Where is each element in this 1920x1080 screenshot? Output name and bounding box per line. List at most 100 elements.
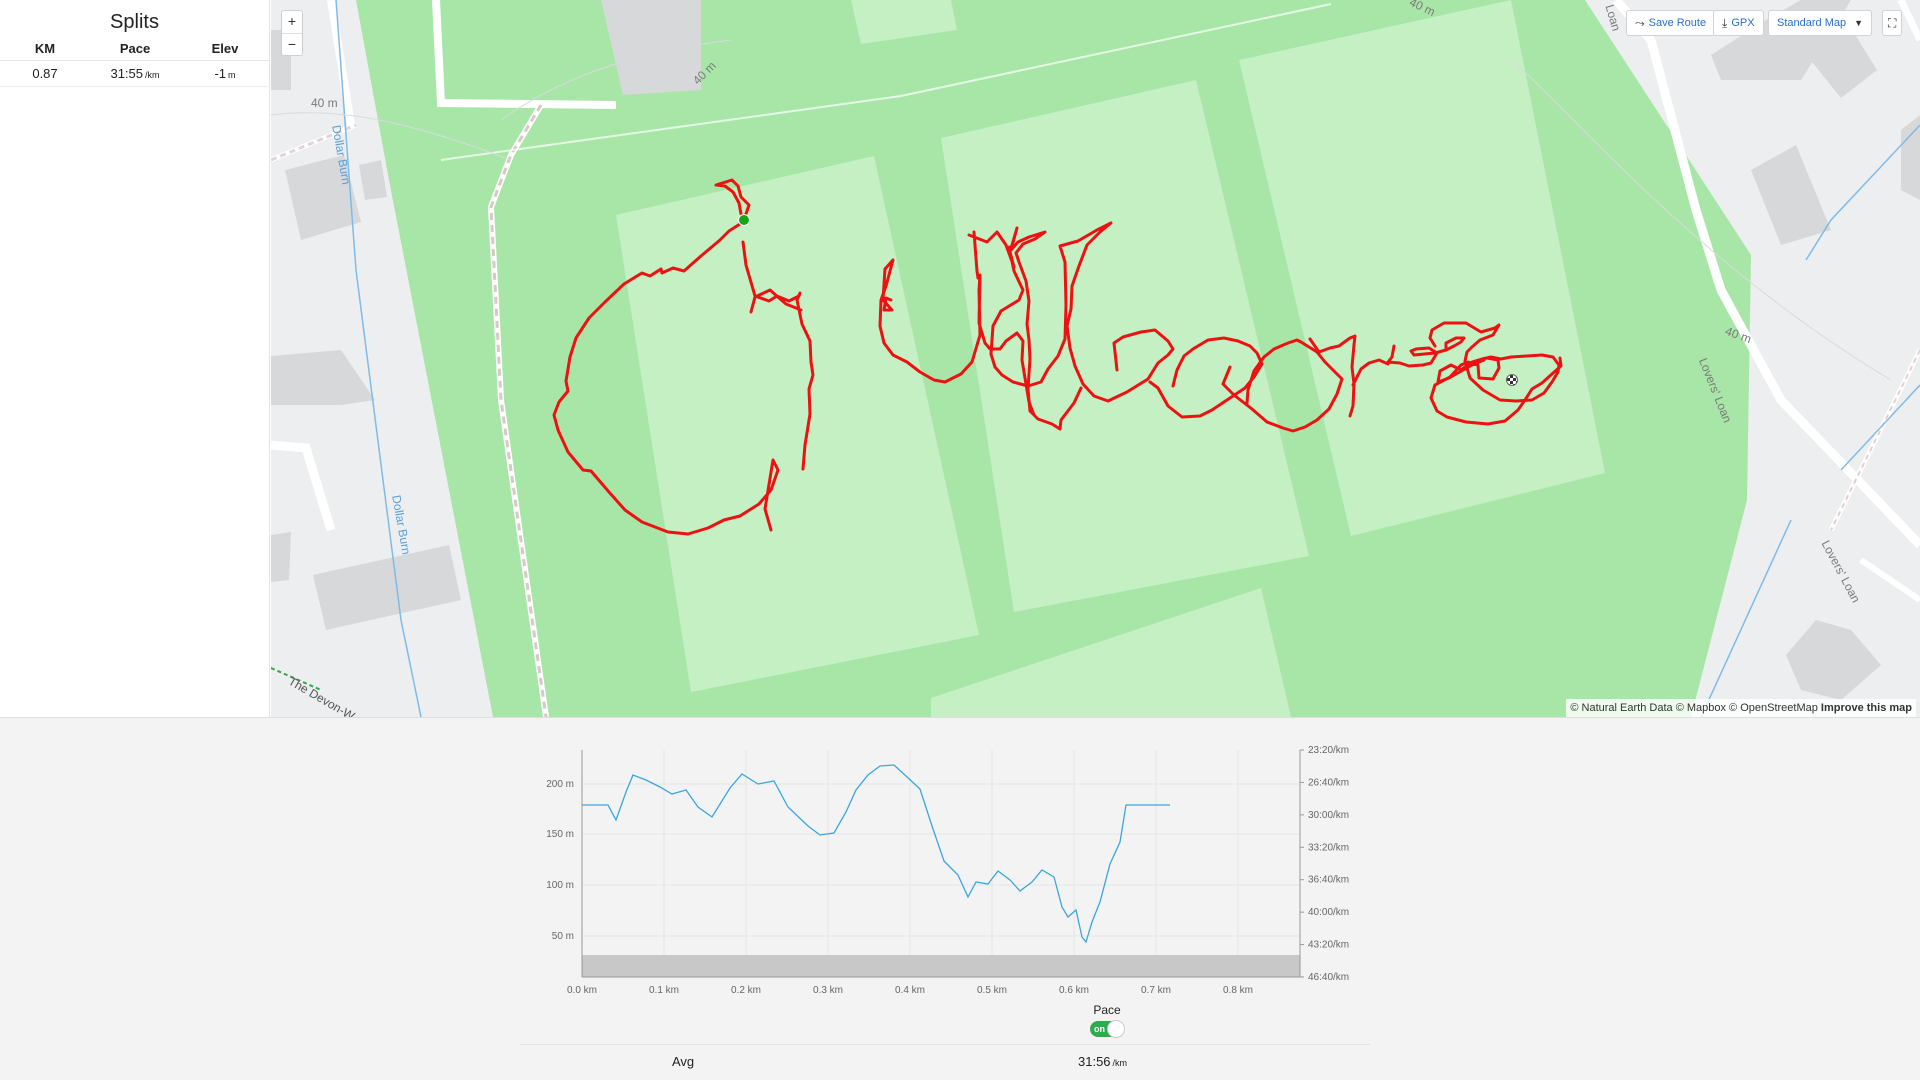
- road: [1859, 557, 1920, 603]
- map-attribution: © Natural Earth Data © Mapbox © OpenStre…: [1566, 699, 1916, 717]
- x-axis-labels: 0.0 km 0.1 km 0.2 km 0.3 km 0.4 km 0.5 km 0.6 …: [567, 985, 1253, 996]
- chart-panel: 0.0 km 0.1 km 0.2 km 0.3 km 0.4 km 0.5 km 0.6 …: [0, 717, 1920, 1080]
- road: [1897, 0, 1920, 42]
- contour-line: [271, 39, 732, 161]
- pitch-1: [616, 156, 979, 692]
- pace-line: [582, 764, 1170, 944]
- split-pace-value: 31:55: [110, 66, 144, 81]
- pace-toggle-text: on: [1094, 1024, 1105, 1034]
- pitch-top: [851, 0, 957, 44]
- x-tick-label: 0.7 km: [1141, 985, 1171, 996]
- building: [271, 350, 375, 405]
- x-tick-label: 0.8 km: [1223, 985, 1253, 996]
- building: [1901, 115, 1920, 200]
- download-icon: ⤓: [1722, 15, 1728, 30]
- chart-grid: [581, 750, 1300, 977]
- map-label-contour-40: 40 m: [311, 96, 338, 110]
- gpx-download-button[interactable]: ⤓ GPX: [1713, 10, 1764, 36]
- devon-way-path: [271, 667, 322, 691]
- zoom-in-button[interactable]: +: [287, 13, 297, 29]
- right-tick-label: 30:00/km: [1308, 810, 1349, 821]
- right-tick-label: 46:40/km: [1308, 972, 1349, 983]
- building: [601, 0, 701, 95]
- right-tick-label: 33:20/km: [1308, 842, 1349, 853]
- splits-header-pace: Pace: [119, 41, 151, 56]
- building: [285, 155, 361, 240]
- map-style-label: Standard Map: [1777, 17, 1847, 29]
- route-icon: ⤳: [1635, 15, 1645, 30]
- zoom-control: + −: [281, 10, 303, 56]
- left-tick-label: 50 m: [552, 931, 574, 942]
- pitch-4: [931, 588, 1291, 717]
- split-elev-value: -1: [214, 66, 227, 81]
- building: [359, 160, 387, 200]
- split-elev-unit: m: [228, 70, 236, 80]
- contour-line: [1510, 59, 1892, 381]
- road: [271, 123, 357, 162]
- avg-label: Avg: [672, 1054, 695, 1069]
- pitch-2: [941, 80, 1309, 612]
- avg-pace-value: 31:56: [1078, 1054, 1111, 1069]
- fullscreen-icon: ⛶: [1888, 15, 1897, 30]
- save-route-label: Save Route: [1648, 17, 1707, 29]
- right-tick-label: 26:40/km: [1308, 777, 1349, 788]
- save-route-button[interactable]: ⤳ Save Route: [1626, 10, 1716, 36]
- avg-pace: 31:56/km: [1078, 1054, 1127, 1069]
- right-tick-label: 43:20/km: [1308, 940, 1349, 951]
- pace-elevation-chart[interactable]: 0.0 km 0.1 km 0.2 km 0.3 km 0.4 km 0.5 km 0.6 …: [520, 732, 1360, 1002]
- route-finish-marker: [1506, 374, 1518, 386]
- gps-route: [552, 178, 1563, 536]
- right-tick-label: 36:40/km: [1308, 875, 1349, 886]
- building: [313, 545, 461, 630]
- splits-header-row: KM Pace Elev: [0, 37, 270, 61]
- building: [1751, 145, 1831, 245]
- elevation-area: [582, 955, 1300, 977]
- road: [1612, 0, 1920, 549]
- chevron-down-icon: ▼: [1854, 18, 1864, 28]
- split-pace: 31:55/km: [90, 66, 180, 81]
- right-tick-label: 23:20/km: [1308, 745, 1349, 756]
- zoom-out-button[interactable]: −: [282, 33, 302, 55]
- x-tick-label: 0.0 km: [567, 985, 597, 996]
- footpath: [489, 104, 548, 717]
- split-km: 0.87: [32, 66, 58, 81]
- building: [271, 532, 291, 582]
- right-tick-label: 40:00/km: [1308, 907, 1349, 918]
- left-tick-label: 150 m: [546, 829, 574, 840]
- splits-header-km: KM: [34, 41, 56, 56]
- route-map[interactable]: Dollar Burn Dollar Burn Lovers' Loan Lov…: [271, 0, 1920, 717]
- fullscreen-button[interactable]: ⛶: [1882, 10, 1903, 36]
- split-elev: -1 m: [180, 66, 270, 81]
- splits-header-elev: Elev: [211, 41, 239, 56]
- x-tick-label: 0.1 km: [649, 985, 679, 996]
- map-style-select[interactable]: Standard Map ▼: [1768, 10, 1873, 36]
- splits-title: Splits: [110, 11, 159, 33]
- toggle-knob: [1107, 1020, 1125, 1038]
- road: [432, 0, 617, 109]
- splits-panel: Splits KM Pace Elev 0.87 31:55/km -1 m: [0, 0, 270, 717]
- footpath: [1830, 349, 1920, 531]
- x-tick-label: 0.6 km: [1059, 985, 1089, 996]
- building: [1786, 620, 1881, 700]
- left-axis-labels: 200 m 150 m 100 m 50 m: [546, 779, 574, 942]
- burn-water: [1840, 384, 1920, 471]
- x-tick-label: 0.5 km: [977, 985, 1007, 996]
- road: [271, 440, 336, 532]
- burn-water: [335, 0, 422, 717]
- split-pace-unit: /km: [145, 70, 160, 80]
- park-edge-path: [440, 3, 1332, 161]
- right-axis-labels: 23:20/km 26:40/km 30:00/km 33:20/km 36:40/km…: [1300, 745, 1349, 983]
- route-start-marker: [738, 214, 750, 226]
- left-tick-label: 100 m: [546, 880, 574, 891]
- pace-toggle[interactable]: on: [1090, 1020, 1125, 1038]
- basemap: [271, 0, 1920, 717]
- divider: [520, 1044, 1370, 1045]
- burn-water: [1805, 124, 1920, 261]
- attribution-text: © Natural Earth Data © Mapbox © OpenStre…: [1570, 702, 1818, 714]
- improve-map-link[interactable]: Improve this map: [1820, 702, 1912, 714]
- x-tick-label: 0.3 km: [813, 985, 843, 996]
- burn-water: [1700, 519, 1792, 717]
- pace-toggle-label: Pace: [1093, 1003, 1121, 1017]
- x-tick-label: 0.4 km: [895, 985, 925, 996]
- avg-pace-unit: /km: [1112, 1058, 1128, 1068]
